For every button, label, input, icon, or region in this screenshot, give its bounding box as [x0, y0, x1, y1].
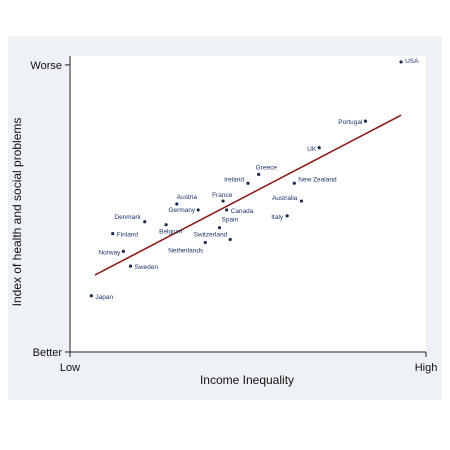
y-tick-label: Better — [33, 347, 63, 359]
point-norway — [121, 249, 125, 253]
point-france — [221, 199, 225, 203]
point-label-spain: Spain — [222, 217, 239, 224]
points-layer — [89, 60, 403, 298]
point-denmark — [143, 220, 147, 224]
point-label-belgium: Belgium — [159, 229, 182, 236]
point-australia — [299, 199, 303, 203]
point-label-canada: Canada — [231, 208, 254, 215]
point-usa — [399, 60, 403, 64]
point-austria — [175, 202, 179, 206]
point-label-norway: Norway — [98, 249, 121, 256]
point-label-new-zealand: New Zealand — [298, 176, 337, 183]
point-switzerland — [228, 237, 232, 242]
point-label-japan: Japan — [95, 294, 113, 301]
point-japan — [89, 294, 93, 298]
point-sweden — [128, 264, 133, 268]
point-finland — [111, 232, 115, 236]
y-axis-title: Index of health and social problems — [10, 118, 24, 307]
point-greece — [257, 172, 261, 176]
point-label-ireland: Ireland — [224, 176, 244, 183]
point-uk — [317, 146, 321, 150]
point-label-sweden: Sweden — [135, 264, 159, 271]
point-spain — [217, 226, 222, 230]
point-new-zealand — [292, 181, 296, 185]
point-label-italy: Italy — [271, 214, 284, 221]
point-label-greece: Greece — [256, 164, 278, 171]
point-ireland — [246, 181, 250, 185]
point-label-usa: USA — [405, 58, 419, 65]
point-canada — [225, 208, 229, 212]
y-tick-label: Worse — [30, 60, 62, 72]
point-label-portugal: Portugal — [338, 119, 363, 126]
point-label-germany: Germany — [168, 207, 195, 214]
point-label-netherlands: Netherlands — [168, 247, 204, 254]
point-label-australia: Australia — [272, 195, 298, 202]
point-label-switzerland: Switzerland — [194, 232, 228, 239]
point-italy — [285, 214, 289, 218]
x-tick-label: Low — [60, 362, 80, 374]
x-tick-label: High — [415, 362, 438, 374]
trend-layer — [94, 114, 402, 276]
point-germany — [196, 208, 200, 212]
point-label-france: France — [212, 192, 233, 199]
x-axis-title: Income Inequality — [200, 373, 294, 387]
point-label-finland: Finland — [117, 232, 139, 239]
point-portugal — [363, 119, 368, 123]
plot-area — [70, 56, 426, 352]
trend-line — [94, 114, 402, 276]
point-label-uk: UK — [307, 146, 317, 153]
point-belgium — [164, 223, 168, 227]
point-label-denmark: Denmark — [114, 214, 141, 221]
labels-layer: USA Portugal UK Greece Ireland New Zealand Aus… — [95, 58, 419, 301]
point-label-austria: Austria — [177, 194, 198, 201]
axes: Worse Better Low High — [30, 56, 437, 374]
point-netherlands — [203, 240, 207, 245]
